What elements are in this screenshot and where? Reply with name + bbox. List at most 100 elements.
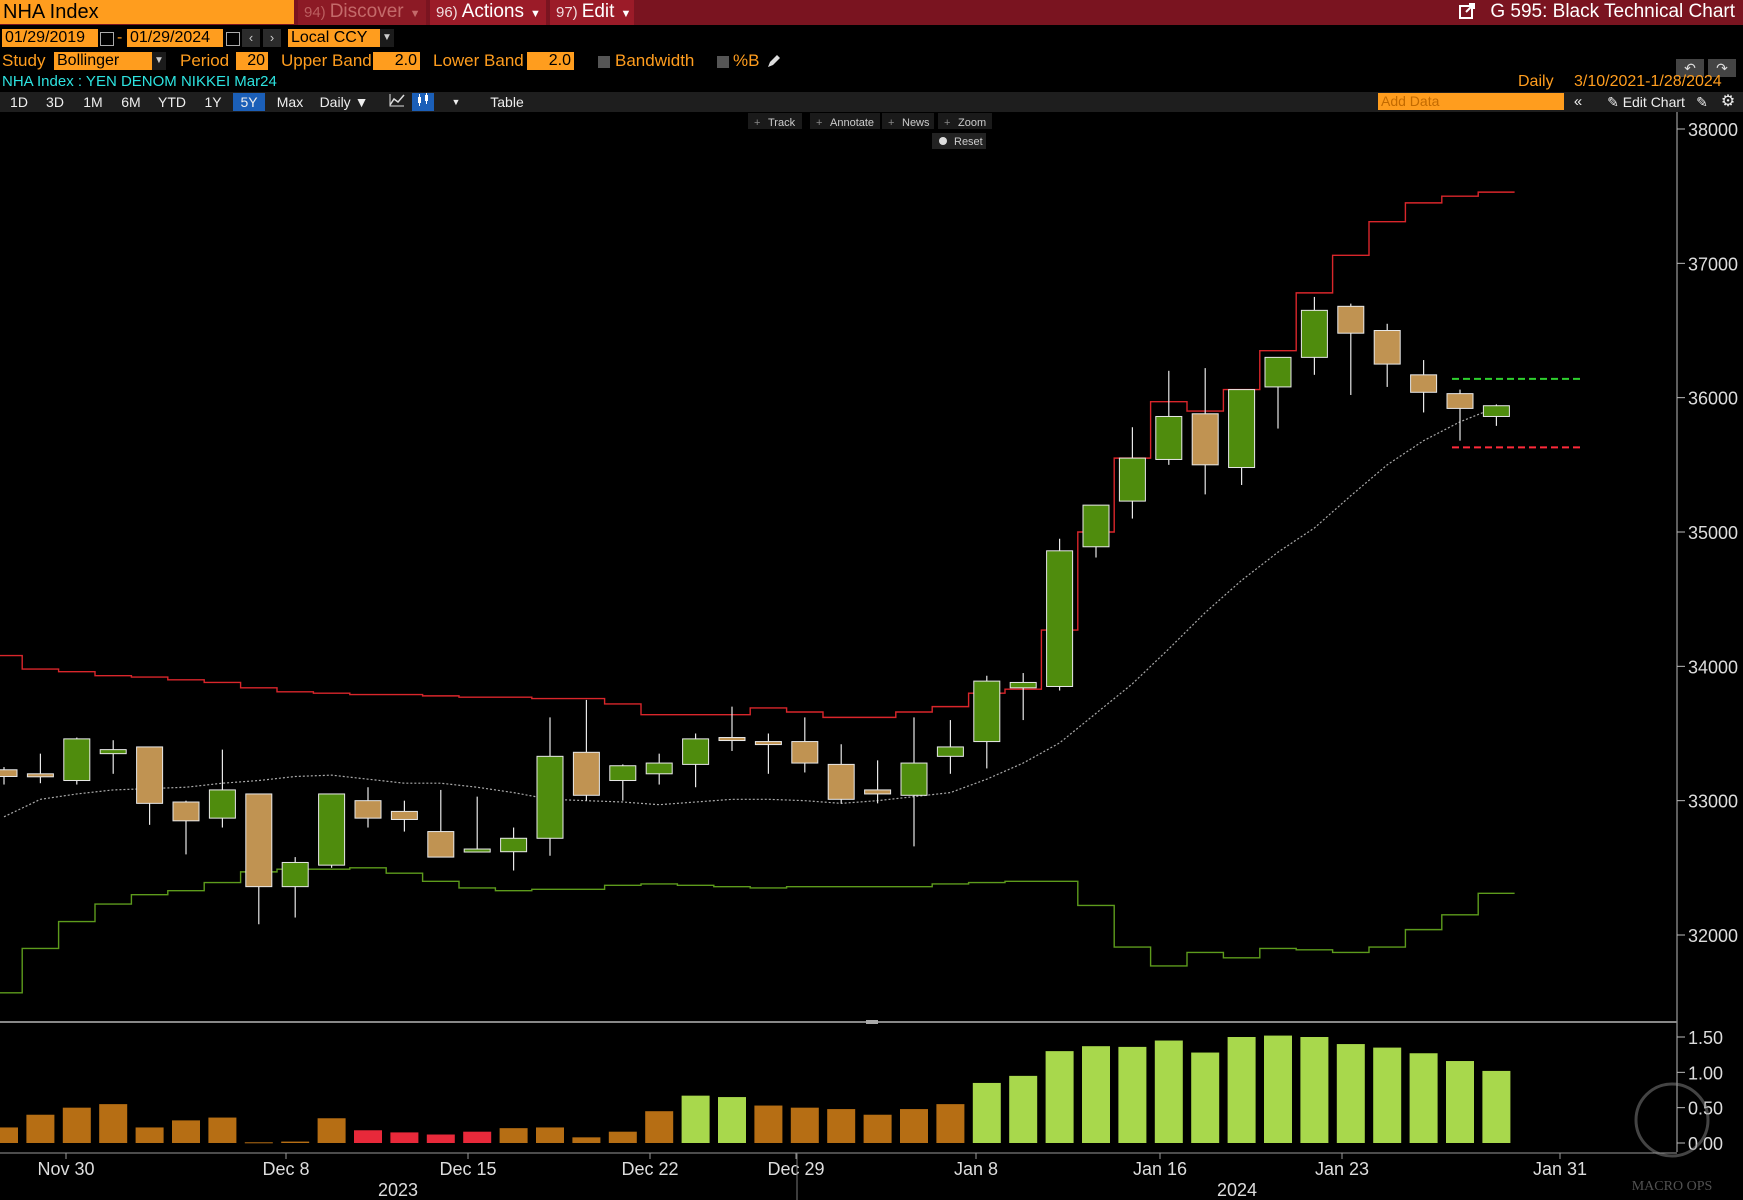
candle-body [427, 831, 455, 858]
actions-menu[interactable]: 96) Actions ▼ [430, 0, 546, 25]
news-icon: + [888, 117, 894, 129]
calendar-icon[interactable] [100, 32, 114, 46]
edit-menu[interactable]: 97) Edit ▼ [550, 0, 634, 25]
currency-select[interactable]: Local CCY [288, 29, 380, 47]
pctb-bar [718, 1097, 746, 1143]
end-date-input[interactable]: 01/29/2024 [127, 29, 223, 47]
pctb-bar [645, 1111, 674, 1143]
undo-icon[interactable]: ↶ [1676, 59, 1704, 77]
pctb-bar [99, 1104, 128, 1143]
timeframe-5y[interactable]: 5Y [233, 93, 265, 111]
pctb-bar [608, 1131, 637, 1143]
start-date-input[interactable]: 01/29/2019 [2, 29, 98, 47]
candlestick-icon[interactable] [412, 93, 434, 111]
lower-band-label: Lower Band [433, 51, 524, 70]
candle-body [1410, 374, 1438, 393]
timeframe-3d[interactable]: 3D [46, 94, 64, 110]
redo-icon[interactable]: ↷ [1708, 59, 1736, 77]
pencil-icon[interactable] [766, 53, 782, 74]
pctb-bar [536, 1127, 564, 1143]
candle-body [245, 793, 273, 888]
period-label: Period [180, 51, 230, 70]
pctb-bar [1264, 1035, 1292, 1143]
lower-band-input[interactable]: 2.0 [527, 52, 574, 70]
price-chart[interactable]: 32000 33000 34000 35000 36000 37000 38000 1.50 1… [0, 112, 1743, 1200]
frequency-label: Daily [1518, 73, 1554, 90]
chevron-right-icon[interactable]: › [263, 29, 281, 47]
timeframe-1y[interactable]: 1Y [204, 94, 222, 110]
candle-body [1228, 389, 1256, 469]
period-dropdown[interactable]: Daily ▼ [316, 93, 372, 111]
candle-body [390, 810, 418, 820]
pctb-bar [572, 1137, 601, 1143]
chart-tool-annotate[interactable]: Annotate + [810, 113, 880, 129]
annotate-icon: + [816, 117, 822, 129]
pctb-bar [790, 1107, 819, 1143]
edit-icon[interactable]: ✎ [1696, 94, 1708, 110]
timeframe-6m[interactable]: 6M [121, 94, 141, 110]
chart-tool-label: News [902, 117, 930, 129]
pctb-bar [1482, 1070, 1511, 1143]
line-chart-icon[interactable] [386, 93, 408, 111]
chart-tool-track[interactable]: Track + [748, 113, 802, 129]
chevron-down-icon: ▼ [409, 8, 421, 20]
lower-band-line [0, 867, 1515, 994]
pctb-tick-label: 1.00 [1688, 1063, 1723, 1083]
candle-body [1082, 504, 1110, 548]
pop-out-icon[interactable] [1459, 1, 1480, 22]
chevron-left-icon[interactable]: ‹ [242, 29, 260, 47]
chart-tool-bg [938, 113, 992, 129]
ticker-input[interactable]: NHA Index [0, 0, 294, 24]
candle-body [136, 746, 164, 804]
chart-title: G 595: Black Technical Chart [1459, 0, 1735, 25]
pctb-bar [208, 1117, 237, 1143]
pctb-bar [681, 1095, 710, 1143]
candle-body [973, 680, 1001, 743]
candle-body [1446, 393, 1474, 409]
calendar-icon[interactable] [226, 32, 240, 46]
study-select[interactable]: Bollinger [54, 52, 152, 70]
chevron-down-icon: ▼ [620, 8, 632, 20]
edit-chart-button[interactable]: ✎ Edit Chart [1594, 93, 1698, 111]
chevron-down-icon: ▼ [530, 8, 541, 20]
chart-tool-bg [748, 113, 802, 129]
chart-tool-zoom[interactable]: Zoom + [938, 113, 992, 129]
chevron-down-icon[interactable]: ▼ [152, 52, 166, 70]
discover-menu[interactable]: 94) Discover ▼ [298, 0, 426, 25]
timeframe-1m[interactable]: 1M [83, 94, 103, 110]
pctb-bar [972, 1082, 1001, 1143]
chart-tool-reset[interactable]: Reset [932, 133, 986, 149]
gear-icon[interactable]: ⚙ [1720, 93, 1736, 110]
timeframe-ytd[interactable]: YTD [158, 94, 186, 110]
chevron-down-icon[interactable]: ▼ [380, 29, 394, 47]
collapse-icon[interactable]: « [1573, 93, 1583, 110]
pctb-bar [281, 1141, 310, 1143]
edit-chart-label: Edit Chart [1622, 94, 1685, 110]
pctb-bar [1373, 1047, 1402, 1143]
bandwidth-checkbox[interactable] [598, 56, 610, 68]
price-tick-label: 32000 [1688, 926, 1738, 946]
time-tick-label: Dec 22 [621, 1159, 678, 1179]
chart-toolbar: 1D 3D 1M 6M YTD 1Y 5Y Max Daily ▼ ▼ Tabl… [0, 92, 1743, 112]
price-tick-label: 37000 [1688, 254, 1738, 274]
timeframe-max[interactable]: Max [276, 94, 304, 110]
timeframe-1d[interactable]: 1D [10, 94, 28, 110]
date-range-label: 3/10/2021-1/28/2024 [1574, 73, 1722, 90]
security-description: NHA Index : YEN DENOM NIKKEI Mar24 [2, 73, 277, 90]
pctb-bar [1300, 1037, 1329, 1143]
chart-tool-bg [932, 133, 986, 149]
candle-body [354, 800, 382, 819]
chevron-down-icon[interactable]: ▼ [451, 97, 461, 107]
candle-body [791, 741, 819, 764]
candle-body [63, 738, 91, 782]
chart-tool-news[interactable]: News + [882, 113, 934, 129]
date-separator: - [117, 29, 123, 46]
pctb-checkbox[interactable] [717, 56, 729, 68]
upper-band-input[interactable]: 2.0 [373, 52, 420, 70]
period-input[interactable]: 20 [236, 52, 268, 70]
reset-icon [939, 137, 947, 145]
time-tick-label: Jan 23 [1315, 1159, 1369, 1179]
pctb-bar [1336, 1044, 1365, 1143]
table-button[interactable]: Table [490, 94, 524, 110]
add-data-input[interactable]: Add Data [1378, 93, 1564, 110]
